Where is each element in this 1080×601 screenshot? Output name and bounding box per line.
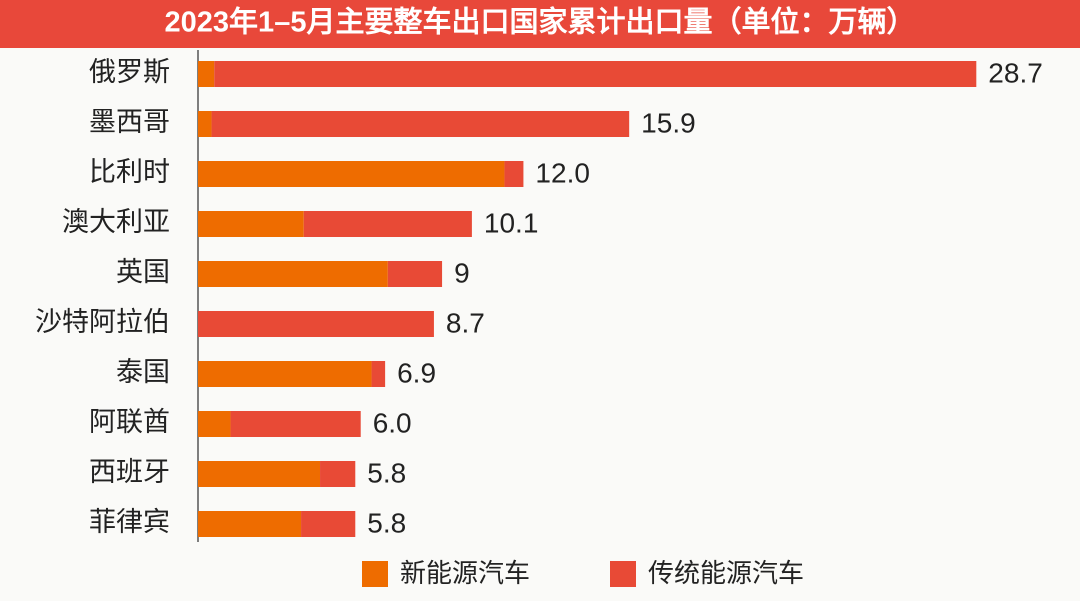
bar-segment xyxy=(198,311,434,337)
bar-segment xyxy=(301,511,356,537)
title-banner xyxy=(0,0,1080,48)
total-label: 8.7 xyxy=(446,307,485,338)
total-label: 10.1 xyxy=(484,207,539,238)
chart-title: 2023年1–5月主要整车出口国家累计出口量（单位：万辆） xyxy=(165,5,916,39)
bar-segment xyxy=(303,211,472,237)
category-label: 比利时 xyxy=(89,157,170,187)
category-label: 沙特阿拉伯 xyxy=(35,307,170,337)
bar-segment xyxy=(198,61,215,87)
category-label: 阿联酋 xyxy=(89,407,170,437)
category-label: 澳大利亚 xyxy=(62,207,170,237)
legend-label: 传统能源汽车 xyxy=(648,558,804,588)
category-label: 菲律宾 xyxy=(89,507,170,537)
legend-label: 新能源汽车 xyxy=(400,558,530,588)
bar-segment xyxy=(198,111,212,137)
category-label: 墨西哥 xyxy=(89,107,170,137)
total-label: 5.8 xyxy=(367,457,406,488)
bar-segment xyxy=(198,511,302,537)
category-label: 西班牙 xyxy=(89,457,170,487)
bar-segment xyxy=(320,461,356,487)
bar-segment xyxy=(387,261,443,287)
bar-segment xyxy=(504,161,524,187)
legend-swatch xyxy=(362,561,388,587)
category-label: 泰国 xyxy=(116,357,170,387)
bar-segment xyxy=(211,111,630,137)
bar-segment xyxy=(198,211,304,237)
total-label: 6.0 xyxy=(373,407,412,438)
total-label: 6.9 xyxy=(397,357,436,388)
total-label: 15.9 xyxy=(641,107,696,138)
total-label: 28.7 xyxy=(988,57,1043,88)
bar-segment xyxy=(198,361,372,387)
legend-swatch xyxy=(610,561,636,587)
total-label: 12.0 xyxy=(535,157,590,188)
bar-segment xyxy=(198,261,388,287)
category-label: 俄罗斯 xyxy=(89,57,170,87)
bar-segment xyxy=(371,361,386,387)
total-label: 9 xyxy=(454,257,470,288)
bar-segment xyxy=(230,411,361,437)
bar-segment xyxy=(198,161,505,187)
total-label: 5.8 xyxy=(367,507,406,538)
bar-segment xyxy=(198,461,321,487)
bar-segment xyxy=(214,61,977,87)
bar-segment xyxy=(198,411,231,437)
category-label: 英国 xyxy=(116,257,170,287)
